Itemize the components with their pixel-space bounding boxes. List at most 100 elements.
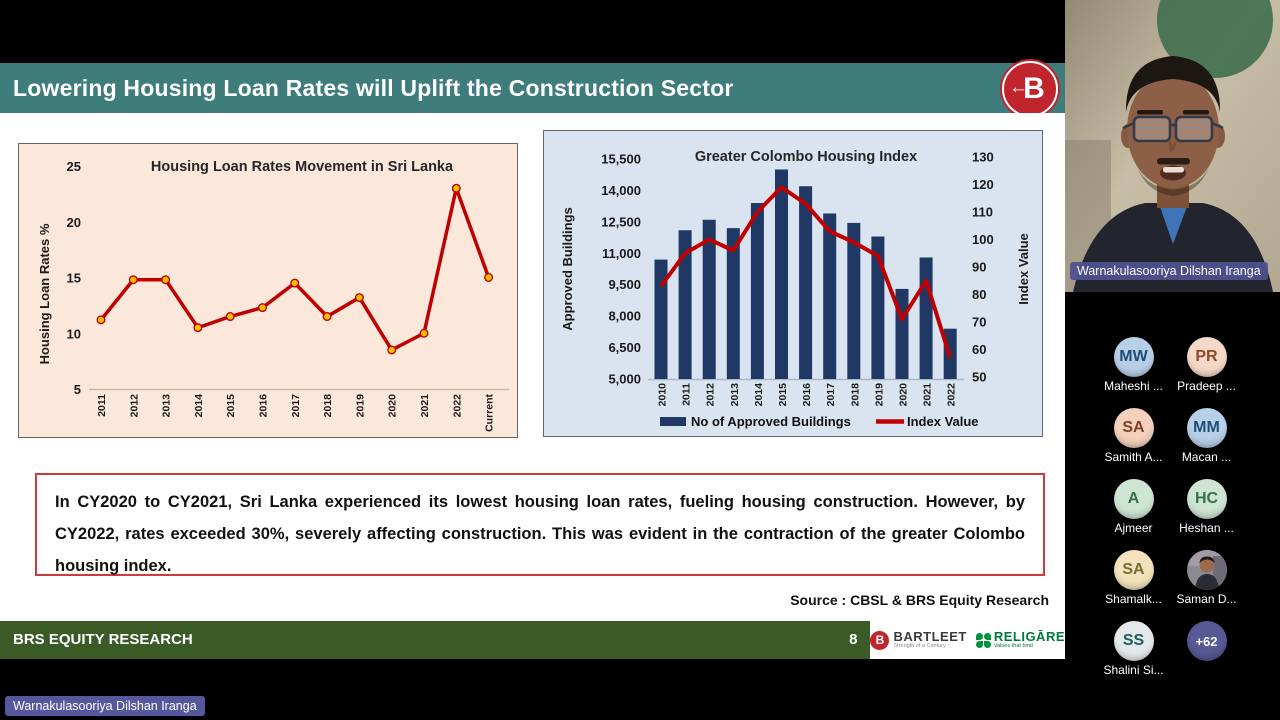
presenter-name-tag: Warnakulasooriya Dilshan Iranga	[1070, 262, 1268, 280]
mustache	[1157, 158, 1190, 165]
participant-avatar[interactable]: MW	[1113, 337, 1154, 377]
svg-text:2012: 2012	[128, 394, 140, 418]
bartleet-logo: B BARTLEET Strength of a Century	[870, 630, 966, 650]
participant-name-label: Shalini Si...	[1103, 663, 1164, 677]
participant-avatar[interactable]: +62	[1186, 621, 1227, 661]
screen-share-presenter-label: Warnakulasooriya Dilshan Iranga	[5, 696, 205, 716]
participant-avatar[interactable]: SA	[1113, 408, 1154, 448]
slide-title: Lowering Housing Loan Rates will Uplift …	[13, 75, 734, 101]
svg-text:50: 50	[972, 370, 986, 385]
glasses-left-lens	[1132, 115, 1172, 143]
participant-photo-avatar[interactable]	[1186, 550, 1227, 590]
participant-tile[interactable]: SA Samith A...	[1097, 408, 1170, 479]
svg-text:2011: 2011	[96, 394, 108, 417]
footer-brand-text: BRS EQUITY RESEARCH	[13, 631, 193, 648]
participant-tile[interactable]: SA Shamalk...	[1097, 550, 1170, 621]
clover-icon	[975, 632, 991, 648]
religare-logo: RELIGĀRE Values that bind	[975, 630, 1065, 650]
nose-shadow	[1169, 138, 1177, 152]
svg-text:90: 90	[972, 260, 986, 275]
participants-grid: MW Maheshi ... PR Pradeep ... SA Samith A... M…	[1097, 337, 1243, 692]
svg-text:130: 130	[972, 150, 994, 165]
svg-text:2015: 2015	[225, 394, 237, 418]
participant-avatar[interactable]: PR	[1186, 337, 1227, 377]
svg-text:2014: 2014	[753, 383, 765, 407]
svg-text:2020: 2020	[898, 383, 910, 407]
svg-text:6,500: 6,500	[608, 340, 641, 355]
glasses-right-temple	[1211, 121, 1224, 130]
housing-index-combo-chart-svg: 5,000 6,500 8,000 9,500 11,000 12,500 14,000 15…	[560, 149, 1031, 429]
participant-tile[interactable]: MM Macan ...	[1170, 408, 1243, 479]
svg-text:15: 15	[67, 271, 81, 286]
svg-text:20: 20	[67, 215, 81, 230]
svg-text:5: 5	[74, 382, 81, 397]
svg-text:2018: 2018	[322, 394, 334, 418]
housing-loan-rates-chart: 25 20 15 10 5 Housing Loan Rates Movement in …	[18, 143, 518, 438]
footer-bar: BRS EQUITY RESEARCH 8	[0, 621, 871, 659]
participant-tile[interactable]: SS Shalini Si...	[1097, 621, 1170, 692]
svg-text:60: 60	[972, 342, 986, 357]
participant-avatar[interactable]: SS	[1113, 621, 1154, 661]
svg-text:80: 80	[972, 287, 986, 302]
svg-text:2013: 2013	[729, 383, 741, 407]
participant-avatar[interactable]: HC	[1186, 479, 1227, 519]
greater-colombo-housing-index-chart: 5,000 6,500 8,000 9,500 11,000 12,500 14,000 15…	[543, 130, 1043, 437]
svg-text:2022: 2022	[946, 383, 958, 407]
participant-tile[interactable]: MW Maheshi ...	[1097, 337, 1170, 408]
bartleet-wordmark: BARTLEET	[893, 629, 967, 645]
svg-text:8,000: 8,000	[608, 309, 641, 324]
participant-avatar[interactable]: MM	[1186, 408, 1227, 448]
participant-name-label: Ajmeer	[1114, 521, 1153, 535]
svg-text:5,000: 5,000	[608, 372, 641, 387]
svg-text:Housing Loan Rates Movement in: Housing Loan Rates Movement in Sri Lanka	[151, 159, 454, 175]
svg-text:2017: 2017	[290, 394, 302, 418]
footer-logos: B BARTLEET Strength of a Century RELIGĀR…	[870, 621, 1065, 659]
svg-text:2017: 2017	[825, 383, 837, 407]
slide-title-bar: Lowering Housing Loan Rates will Uplift …	[0, 61, 1065, 117]
svg-text:25: 25	[67, 159, 81, 174]
bartleet-tagline: Strength of a Century	[893, 643, 946, 650]
slide-footer: BRS EQUITY RESEARCH 8 B BARTLEET Strengt…	[0, 621, 1065, 659]
participant-tile[interactable]: A Ajmeer	[1097, 479, 1170, 550]
svg-text:Current: Current	[484, 393, 496, 431]
logo-letter: B	[1023, 72, 1045, 105]
svg-text:2020: 2020	[387, 394, 399, 418]
svg-text:2010: 2010	[657, 383, 669, 407]
participant-name-label: Maheshi ...	[1104, 379, 1163, 393]
participant-name-label: Pradeep ...	[1177, 379, 1236, 393]
svg-text:Index Value: Index Value	[1016, 233, 1031, 305]
participant-name-label: Samith A...	[1104, 450, 1163, 464]
presenter-video-feed	[1065, 0, 1280, 292]
svg-text:Index Value: Index Value	[907, 414, 979, 429]
svg-text:2021: 2021	[419, 394, 431, 418]
hair	[1125, 56, 1221, 112]
participant-avatar[interactable]: SA	[1113, 550, 1154, 590]
right-eyebrow	[1183, 110, 1209, 115]
svg-text:2022: 2022	[451, 394, 463, 418]
svg-text:No of Approved Buildings: No of Approved Buildings	[691, 414, 851, 429]
svg-text:2011: 2011	[681, 383, 693, 406]
participant-name-label: Shamalk...	[1105, 592, 1162, 606]
svg-text:110: 110	[972, 205, 993, 220]
svg-text:2012: 2012	[705, 383, 717, 407]
glasses-left-temple	[1122, 121, 1135, 130]
participant-tile[interactable]: +62	[1170, 621, 1243, 692]
presenter-video-tile[interactable]: Warnakulasooriya Dilshan Iranga	[1065, 0, 1280, 292]
arrow-left-icon: ←	[1009, 77, 1028, 98]
page-number: 8	[849, 631, 858, 648]
participant-name-label: Heshan ...	[1179, 521, 1234, 535]
bartleet-circle-icon: B	[870, 630, 890, 650]
glasses-right-lens	[1174, 115, 1214, 143]
svg-text:70: 70	[972, 315, 986, 330]
religare-tagline: Values that bind	[993, 643, 1033, 650]
svg-text:2014: 2014	[193, 394, 205, 418]
source-note: Source : CBSL & BRS Equity Research	[790, 592, 1049, 608]
participant-tile[interactable]: HC Heshan ...	[1170, 479, 1243, 550]
face	[1127, 72, 1219, 188]
participant-tile[interactable]: Saman D...	[1170, 550, 1243, 621]
participant-avatar[interactable]: A	[1113, 479, 1154, 519]
participant-tile[interactable]: PR Pradeep ...	[1170, 337, 1243, 408]
bartleet-b-logo-icon: ← B	[1002, 61, 1058, 117]
